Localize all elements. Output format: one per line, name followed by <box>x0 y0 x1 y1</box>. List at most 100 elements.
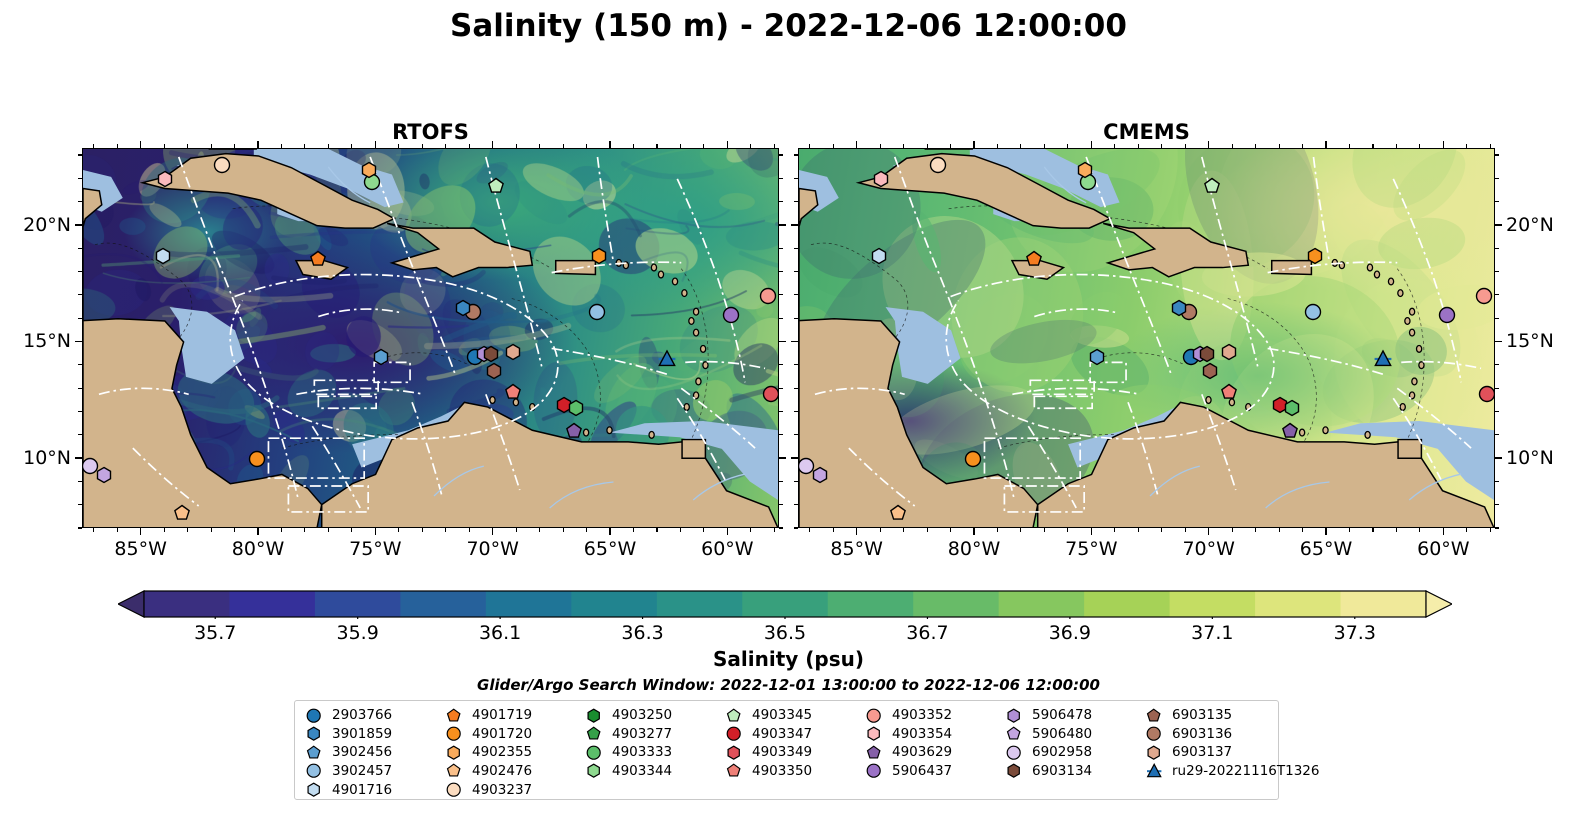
x-axis-tick <box>351 528 353 532</box>
map-marker-4903352[interactable] <box>1474 286 1494 306</box>
map-marker-6903134[interactable] <box>1197 344 1217 364</box>
map-marker-6903135[interactable] <box>484 361 504 381</box>
legend-item-4901716[interactable]: 4901716 <box>303 780 443 799</box>
legend-item-4903350[interactable]: 4903350 <box>723 762 863 781</box>
legend-item-2903766[interactable]: 2903766 <box>303 706 443 725</box>
legend-item-6903135[interactable]: 6903135 <box>1143 706 1283 725</box>
map-marker-4903347[interactable] <box>1270 395 1290 415</box>
map-marker-4903333[interactable] <box>566 398 586 418</box>
map-marker-4903350[interactable] <box>1219 382 1239 402</box>
legend-item-4903629[interactable]: 4903629 <box>863 743 1003 762</box>
map-marker-ru29-20221116T1326[interactable] <box>658 349 677 368</box>
map-marker-4903350[interactable] <box>503 382 523 402</box>
legend[interactable]: 2903766 3901859 3902456 3902457 4901716 49017… <box>294 700 1319 800</box>
legend-item-5906437[interactable]: 5906437 <box>863 762 1003 781</box>
map-marker-6903135[interactable] <box>1200 361 1220 381</box>
legend-item-4902476[interactable]: 4902476 <box>443 762 583 781</box>
map-marker-4901720b[interactable] <box>247 449 267 469</box>
legend-item-4903349[interactable]: 4903349 <box>723 743 863 762</box>
map-marker-3901859[interactable] <box>1169 298 1189 318</box>
x-axis-label: 70°W <box>466 538 519 560</box>
legend-item-4903344[interactable]: 4903344 <box>583 762 723 781</box>
legend-item-4902355[interactable]: 4902355 <box>443 743 583 762</box>
map-marker-4903237[interactable] <box>212 155 232 175</box>
map-marker-4903345[interactable] <box>1202 176 1222 196</box>
legend-item-4903237[interactable]: 4903237 <box>443 780 583 799</box>
x-axis-tick <box>374 528 377 535</box>
map-marker-4903333[interactable] <box>1282 398 1302 418</box>
map-marker-4901720[interactable] <box>589 246 609 266</box>
map-marker-5906480[interactable] <box>94 465 114 485</box>
legend-item-4903345[interactable]: 4903345 <box>723 706 863 725</box>
map-marker-6903137[interactable] <box>1219 342 1239 362</box>
map-marker-4903629[interactable] <box>564 421 584 441</box>
legend-label: 4903237 <box>472 781 533 798</box>
map-marker-4903354[interactable] <box>155 169 175 189</box>
legend-item-4903277[interactable]: 4903277 <box>583 725 723 744</box>
map-marker-6902958[interactable] <box>799 456 816 476</box>
legend-marker-icon <box>1003 744 1025 761</box>
legend-item-ru29-20221116T1326[interactable]: ru29-20221116T1326 <box>1143 762 1319 781</box>
y-axis-tick <box>794 317 798 319</box>
x-axis-tick <box>539 528 541 532</box>
x-axis-tick <box>1442 528 1445 535</box>
map-marker-3902456[interactable] <box>371 347 391 367</box>
map-marker-4903629[interactable] <box>1280 421 1300 441</box>
x-axis-tick <box>280 144 283 148</box>
map-marker-4903354[interactable] <box>871 169 891 189</box>
legend-item-3902456[interactable]: 3902456 <box>303 743 443 762</box>
x-axis-tick <box>1114 144 1116 148</box>
map-marker-4903347[interactable] <box>554 395 574 415</box>
map-marker-5906480[interactable] <box>810 465 830 485</box>
map-marker-4901719[interactable] <box>1024 249 1044 269</box>
map-marker-3902457[interactable] <box>587 302 607 322</box>
map-marker-4903349[interactable] <box>1477 384 1494 404</box>
map-marker-5906437[interactable] <box>721 305 741 325</box>
legend-item-3901859[interactable]: 3901859 <box>303 725 443 744</box>
map-marker-6903134[interactable] <box>481 344 501 364</box>
map-marker-3902456[interactable] <box>1087 347 1107 367</box>
legend-item-4903354[interactable]: 4903354 <box>863 725 1003 744</box>
x-axis-tick <box>93 144 95 148</box>
map-panel-cmems[interactable] <box>798 148 1495 528</box>
map-marker-4901719[interactable] <box>308 249 328 269</box>
colorbar-axis-label: Salinity (psu) <box>712 647 864 671</box>
map-marker-3902457[interactable] <box>1303 302 1323 322</box>
y-axis-tick <box>794 201 798 203</box>
legend-item-4903333[interactable]: 4903333 <box>583 743 723 762</box>
map-marker-4902355[interactable] <box>1075 160 1095 180</box>
legend-item-4901720[interactable]: 4901720 <box>443 725 583 744</box>
map-marker-3901859[interactable] <box>453 298 473 318</box>
legend-item-4903250[interactable]: 4903250 <box>583 706 723 725</box>
map-marker-4901720[interactable] <box>1305 246 1325 266</box>
map-marker-4901720b[interactable] <box>963 449 983 469</box>
legend-item-4903352[interactable]: 4903352 <box>863 706 1003 725</box>
map-marker-4903345[interactable] <box>486 176 506 196</box>
x-axis-tick <box>1184 528 1186 532</box>
legend-item-6903137[interactable]: 6903137 <box>1143 743 1283 762</box>
map-marker-4902476[interactable] <box>888 503 908 523</box>
map-marker-4903349[interactable] <box>761 384 778 404</box>
map-marker-4903352[interactable] <box>758 286 778 306</box>
map-marker-4902476[interactable] <box>172 503 192 523</box>
map-panel-rtofs[interactable] <box>82 148 779 528</box>
map-marker-5906437[interactable] <box>1437 305 1457 325</box>
map-marker-6903137[interactable] <box>503 342 523 362</box>
map-marker-4902355[interactable] <box>359 160 379 180</box>
map-marker-4901716[interactable] <box>869 246 889 266</box>
legend-item-6902958[interactable]: 6902958 <box>1003 743 1143 762</box>
legend-item-4903347[interactable]: 4903347 <box>723 725 863 744</box>
map-marker-6902958[interactable] <box>83 456 100 476</box>
legend-item-4901719[interactable]: 4901719 <box>443 706 583 725</box>
map-marker-4901716[interactable] <box>153 246 173 266</box>
legend-item-5906478[interactable]: 5906478 <box>1003 706 1143 725</box>
x-axis-tick <box>973 141 975 148</box>
y-axis-tick <box>78 271 82 273</box>
legend-item-6903134[interactable]: 6903134 <box>1003 762 1143 781</box>
legend-item-6903136[interactable]: 6903136 <box>1143 725 1283 744</box>
map-marker-ru29-20221116T1326[interactable] <box>1374 349 1393 368</box>
x-axis-tick <box>1067 528 1069 532</box>
legend-item-5906480[interactable]: 5906480 <box>1003 725 1143 744</box>
map-marker-4903237[interactable] <box>928 155 948 175</box>
legend-item-3902457[interactable]: 3902457 <box>303 762 443 781</box>
